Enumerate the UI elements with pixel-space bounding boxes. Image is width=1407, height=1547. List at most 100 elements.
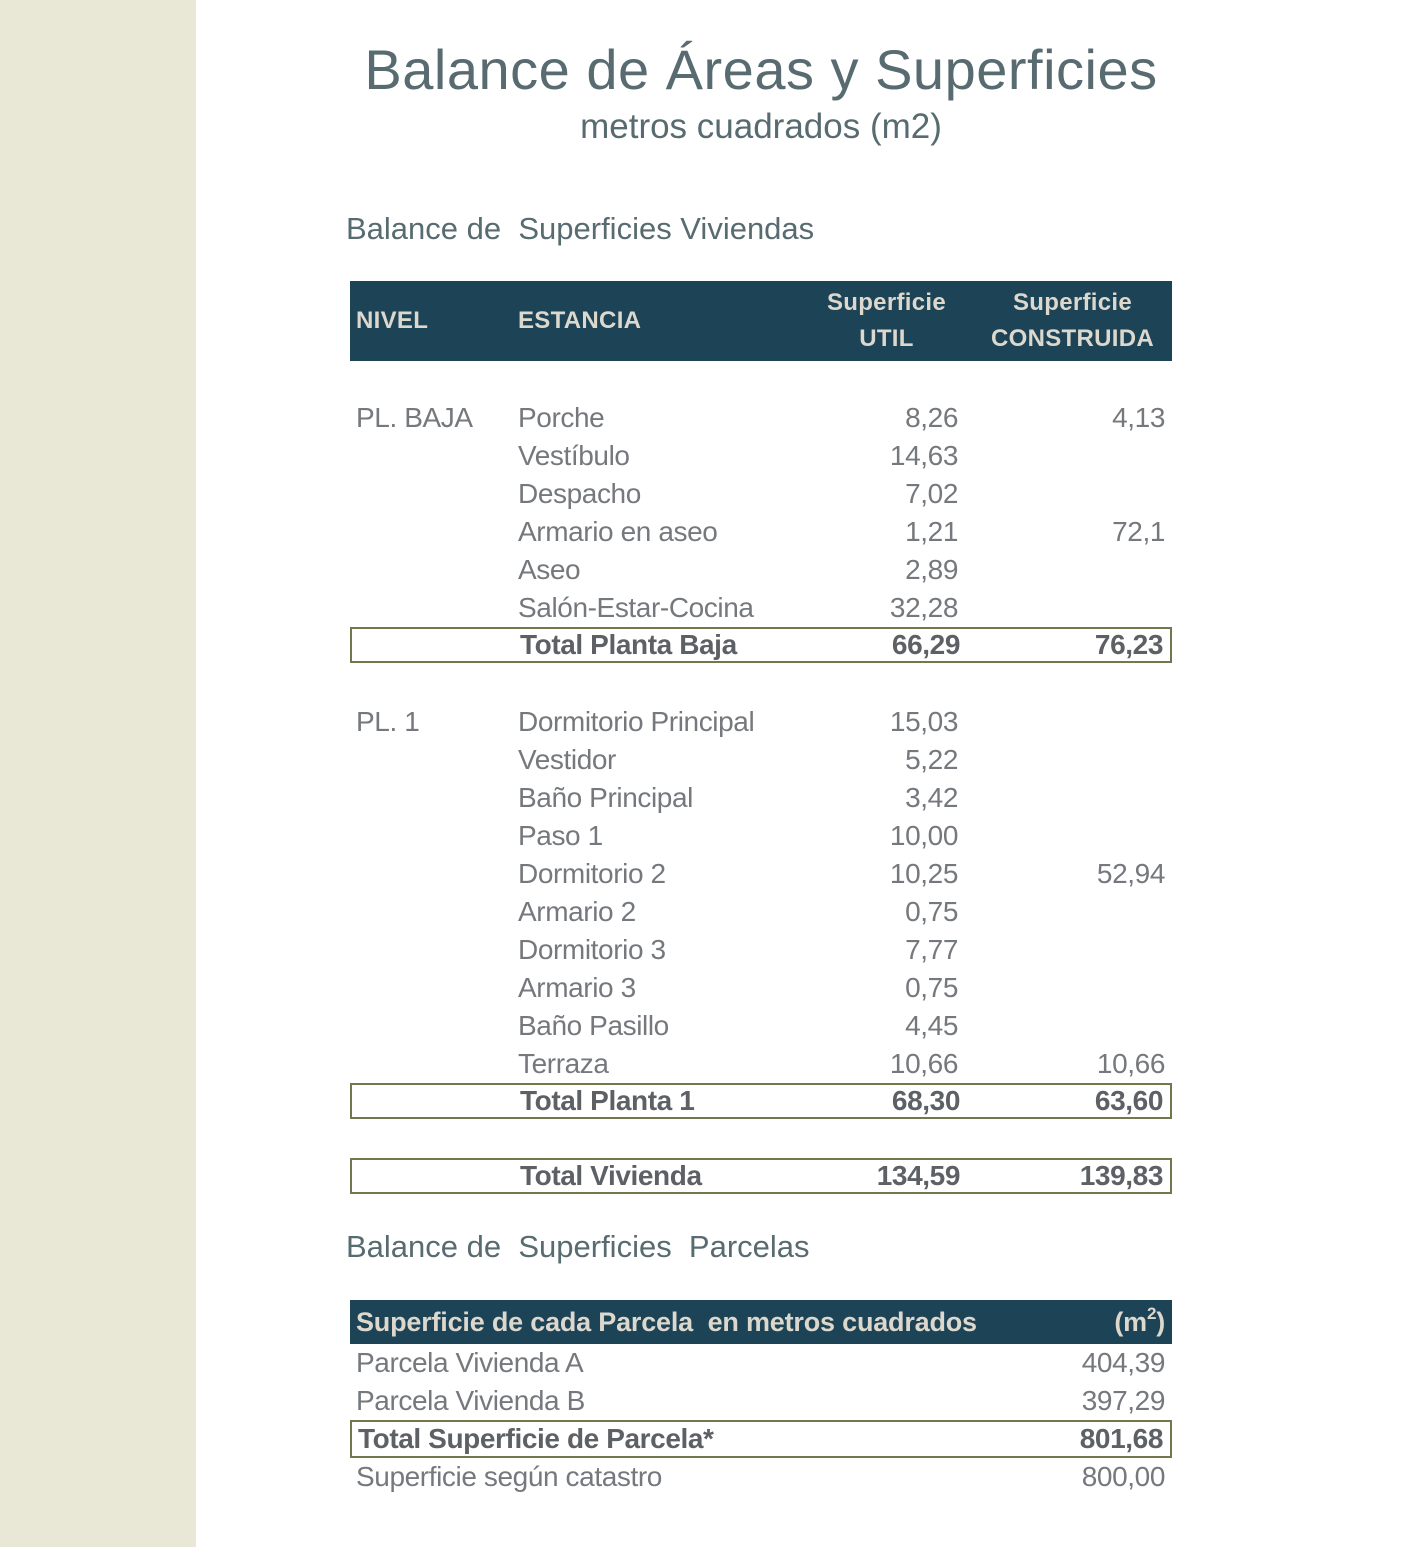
table-row: PL. BAJA Porche 8,26 4,13	[350, 399, 1172, 437]
util-cell: 8,26	[905, 402, 958, 433]
parcelas-table-header: Superficie de cada Parcela en metros cua…	[350, 1300, 1172, 1344]
total-construida: 76,23	[1094, 629, 1163, 660]
util-cell: 32,28	[889, 592, 958, 623]
estancia-cell: Porche	[518, 402, 605, 433]
parcela-total-label: Total Superficie de Parcela*	[358, 1423, 714, 1454]
page-title: Balance de Áreas y Superficies	[364, 38, 1158, 101]
estancia-cell: Despacho	[518, 478, 641, 509]
estancia-cell: Armario 3	[518, 972, 636, 1003]
header-superficie-construida-line2: CONSTRUIDA	[991, 325, 1154, 352]
util-cell: 2,89	[905, 554, 958, 585]
estancia-cell: Baño Principal	[518, 782, 693, 813]
table-row: Armario en aseo 1,21 72,1	[350, 513, 1172, 551]
total-construida: 63,60	[1094, 1085, 1163, 1116]
parcelas-table: Superficie de cada Parcela en metros cua…	[350, 1300, 1172, 1496]
estancia-cell: Armario 2	[518, 896, 636, 927]
util-cell: 10,25	[889, 858, 958, 889]
table-row: Vestíbulo 14,63	[350, 437, 1172, 475]
util-cell: 15,03	[889, 706, 958, 737]
group-planta-1: PL. 1 Dormitorio Principal 15,03 Vestido…	[350, 703, 1172, 1119]
group-planta-baja: PL. BAJA Porche 8,26 4,13 Vestíbulo 14,6…	[350, 399, 1172, 663]
construida-cell: 4,13	[1112, 402, 1165, 433]
util-cell: 3,42	[905, 782, 958, 813]
table-row: PL. 1 Dormitorio Principal 15,03	[350, 703, 1172, 741]
table-row: Armario 3 0,75	[350, 969, 1172, 1007]
header-superficie-util: Superficie UTIL	[790, 285, 960, 357]
table-row: Baño Pasillo 4,45	[350, 1007, 1172, 1045]
section-heading-viviendas: Balance de Superficies Viviendas	[346, 211, 815, 246]
total-row-planta-1: Total Planta 1 68,30 63,60	[350, 1083, 1172, 1119]
table-row: Paso 1 10,00	[350, 817, 1172, 855]
estancia-cell: Aseo	[518, 554, 581, 585]
table-row: Salón-Estar-Cocina 32,28	[350, 589, 1172, 627]
estancia-cell: Baño Pasillo	[518, 1010, 669, 1041]
header-estancia: ESTANCIA	[518, 307, 642, 334]
table-row: Dormitorio 3 7,77	[350, 931, 1172, 969]
parcela-label: Superficie según catastro	[356, 1461, 662, 1492]
page-content: Balance de Áreas y Superficies metros cu…	[346, 0, 1172, 1496]
parcela-value: 800,00	[1081, 1461, 1166, 1492]
parcela-row: Superficie según catastro 800,00	[350, 1458, 1172, 1496]
util-cell: 5,22	[905, 744, 958, 775]
parcela-total-value: 801,68	[1079, 1423, 1164, 1454]
header-superficie-construida: Superficie CONSTRUIDA	[960, 285, 1172, 357]
estancia-cell: Dormitorio 2	[518, 858, 666, 889]
nivel-cell: PL. BAJA	[356, 402, 473, 433]
total-row-planta-baja: Total Planta Baja 66,29 76,23	[350, 627, 1172, 663]
util-cell: 10,66	[889, 1048, 958, 1079]
construida-cell: 10,66	[1096, 1048, 1165, 1079]
header-superficie-util-line2: UTIL	[859, 325, 914, 352]
total-util: 134,59	[876, 1160, 961, 1191]
viviendas-table: NIVEL ESTANCIA Superficie UTIL Superfici…	[350, 281, 1172, 1194]
total-construida: 139,83	[1079, 1160, 1164, 1191]
util-cell: 7,02	[905, 478, 958, 509]
table-row: Aseo 2,89	[350, 551, 1172, 589]
total-label: Total Vivienda	[520, 1160, 702, 1191]
total-util: 68,30	[891, 1085, 960, 1116]
total-label: Total Planta 1	[520, 1085, 695, 1116]
parcelas-header-label: Superficie de cada Parcela en metros cua…	[356, 1306, 977, 1337]
table-row: Armario 2 0,75	[350, 893, 1172, 931]
util-cell: 10,00	[889, 820, 958, 851]
construida-cell: 72,1	[1112, 516, 1165, 547]
parcela-label: Parcela Vivienda B	[356, 1385, 585, 1416]
total-row-vivienda: Total Vivienda 134,59 139,83	[350, 1158, 1172, 1194]
table-row: Terraza 10,66 10,66	[350, 1045, 1172, 1083]
construida-cell: 52,94	[1096, 858, 1165, 889]
table-row: Dormitorio 2 10,25 52,94	[350, 855, 1172, 893]
estancia-cell: Armario en aseo	[518, 516, 718, 547]
parcelas-header-unit: (m2)	[1114, 1303, 1165, 1337]
header-nivel: NIVEL	[356, 307, 429, 334]
page-subtitle: metros cuadrados (m2)	[580, 107, 942, 146]
header-superficie-construida-line1: Superficie	[1012, 289, 1133, 316]
estancia-cell: Terraza	[518, 1048, 609, 1079]
estancia-cell: Dormitorio 3	[518, 934, 666, 965]
nivel-cell: PL. 1	[356, 706, 420, 737]
parcela-row: Parcela Vivienda A 404,39	[350, 1344, 1172, 1382]
estancia-cell: Vestíbulo	[518, 440, 630, 471]
util-cell: 14,63	[889, 440, 958, 471]
parcela-value: 404,39	[1081, 1347, 1166, 1378]
header-superficie-util-line1: Superficie	[826, 289, 946, 316]
parcela-label: Parcela Vivienda A	[356, 1347, 584, 1378]
parcela-total-row: Total Superficie de Parcela* 801,68	[350, 1420, 1172, 1458]
estancia-cell: Vestidor	[518, 744, 616, 775]
util-cell: 0,75	[905, 896, 958, 927]
table-row: Vestidor 5,22	[350, 741, 1172, 779]
viviendas-table-header: NIVEL ESTANCIA Superficie UTIL Superfici…	[350, 281, 1172, 361]
parcela-row: Parcela Vivienda B 397,29	[350, 1382, 1172, 1420]
estancia-cell: Dormitorio Principal	[518, 706, 755, 737]
estancia-cell: Salón-Estar-Cocina	[518, 592, 754, 623]
section-heading-parcelas: Balance de Superficies Parcelas	[346, 1229, 810, 1264]
table-row: Baño Principal 3,42	[350, 779, 1172, 817]
util-cell: 0,75	[905, 972, 958, 1003]
parcela-value: 397,29	[1081, 1385, 1166, 1416]
table-row: Despacho 7,02	[350, 475, 1172, 513]
estancia-cell: Paso 1	[518, 820, 603, 851]
util-cell: 4,45	[905, 1010, 958, 1041]
total-label: Total Planta Baja	[520, 629, 737, 660]
left-margin-stripe	[0, 0, 196, 1547]
util-cell: 7,77	[905, 934, 958, 965]
total-util: 66,29	[891, 629, 960, 660]
